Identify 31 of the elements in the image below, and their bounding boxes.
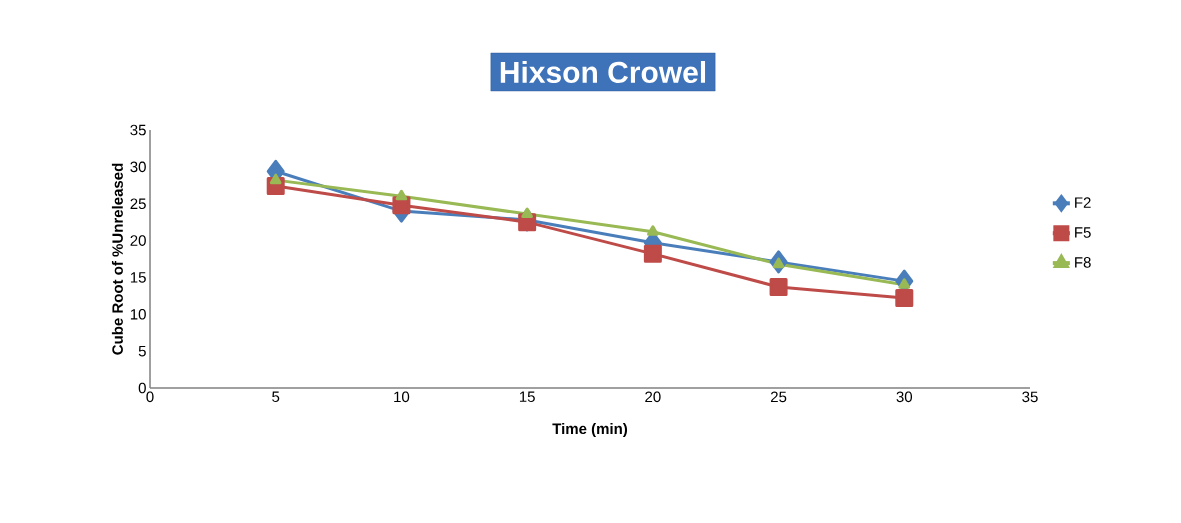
point xyxy=(521,207,533,219)
point xyxy=(647,225,659,236)
x-tick-label: 20 xyxy=(645,391,661,403)
legend-label: F5 xyxy=(1075,227,1091,238)
x-tick-label: 30 xyxy=(896,391,913,403)
y-tick-label: 0 xyxy=(138,382,146,394)
point xyxy=(898,278,911,289)
y-tick-label: 30 xyxy=(130,161,146,173)
x-tick-label: 5 xyxy=(272,391,280,402)
point xyxy=(643,244,662,263)
y-tick-label: 10 xyxy=(130,308,146,320)
legend-label: F8 xyxy=(1075,257,1091,268)
x-tick-label: 0 xyxy=(146,391,154,403)
point xyxy=(395,189,408,201)
point xyxy=(269,173,282,185)
y-tick-label: 15 xyxy=(130,272,146,283)
chart-title: Hixson Crowel xyxy=(500,60,706,84)
legend-label: F2 xyxy=(1075,197,1091,208)
y-axis-title: Cube Root of %Unreleased xyxy=(111,163,123,355)
point xyxy=(772,257,785,269)
y-tick-label: 35 xyxy=(130,124,146,136)
x-tick-label: 35 xyxy=(1022,391,1038,403)
x-tick-label: 25 xyxy=(770,391,787,403)
y-tick-label: 20 xyxy=(130,235,146,246)
point xyxy=(895,289,914,308)
x-tick-label: 10 xyxy=(394,391,410,403)
x-axis-title: Time (min) xyxy=(552,423,628,437)
y-tick-label: 25 xyxy=(130,198,146,210)
y-tick-label: 5 xyxy=(138,345,146,357)
x-tick-label: 15 xyxy=(519,391,535,402)
point xyxy=(769,278,788,297)
